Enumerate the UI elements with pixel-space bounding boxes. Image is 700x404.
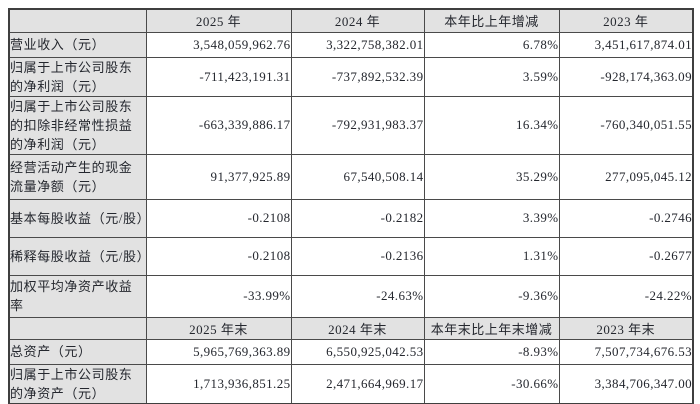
cell-value: -0.2746: [558, 198, 694, 238]
cell-value: -0.2182: [290, 198, 425, 238]
cell-value: 1.31%: [423, 236, 560, 276]
cell-value: 35.29%: [423, 153, 560, 200]
header-2024-end: 2024 年末: [290, 316, 425, 340]
cell-value: -0.2136: [290, 236, 425, 276]
cell-value: -711,423,191.31: [145, 56, 292, 97]
table-row-basic-eps: 基本每股收益（元/股） -0.2108 -0.2182 3.39% -0.274…: [8, 198, 694, 238]
table-row-revenue: 营业收入（元） 3,548,059,962.76 3,322,758,382.0…: [8, 31, 694, 58]
cell-value: -760,340,051.55: [558, 95, 694, 155]
table-row-net-assets: 归属于上市公司股东的净资产（元） 1,713,936,851.25 2,471,…: [8, 363, 694, 404]
cell-value: 2,471,664,969.17: [290, 363, 425, 404]
header-2023-end: 2023 年末: [558, 316, 694, 340]
table-header-row-period-end: 2025 年末 2024 年末 本年末比上年末增减 2023 年末: [8, 316, 694, 340]
cell-value: 6.78%: [423, 31, 560, 58]
cell-value: 5,965,769,363.89: [145, 338, 292, 365]
cell-value: -663,339,886.17: [145, 95, 292, 155]
cell-value: 67,540,508.14: [290, 153, 425, 200]
cell-value: -928,174,363.09: [558, 56, 694, 97]
header-2025-end: 2025 年末: [145, 316, 292, 340]
cell-value: -24.63%: [290, 274, 425, 318]
cell-value: -30.66%: [423, 363, 560, 404]
row-label: 归属于上市公司股东的扣除非经常性损益的净利润（元）: [8, 95, 147, 155]
cell-value: -33.99%: [145, 274, 292, 318]
cell-value: -0.2108: [145, 236, 292, 276]
row-label: 经营活动产生的现金流量净额（元）: [8, 153, 147, 200]
row-label: 营业收入（元）: [8, 31, 147, 58]
table-row-net-profit-excl-nonrecurring: 归属于上市公司股东的扣除非经常性损益的净利润（元） -663,339,886.1…: [8, 95, 694, 155]
table-row-diluted-eps: 稀释每股收益（元/股） -0.2108 -0.2136 1.31% -0.267…: [8, 236, 694, 276]
cell-value: 3,548,059,962.76: [145, 31, 292, 58]
table-row-net-profit: 归属于上市公司股东的净利润（元） -711,423,191.31 -737,89…: [8, 56, 694, 97]
cell-value: 91,377,925.89: [145, 153, 292, 200]
header-yoy-change: 本年比上年增减: [423, 8, 560, 33]
header-2025: 2025 年: [145, 8, 292, 33]
header-period-end-change: 本年末比上年末增减: [423, 316, 560, 340]
header-blank-cell: [8, 8, 147, 33]
cell-value: -0.2677: [558, 236, 694, 276]
cell-value: 3,322,758,382.01: [290, 31, 425, 58]
row-label: 稀释每股收益（元/股）: [8, 236, 147, 276]
cell-value: 7,507,734,676.53: [558, 338, 694, 365]
cell-value: -8.93%: [423, 338, 560, 365]
row-label: 总资产（元）: [8, 338, 147, 365]
cell-value: -24.22%: [558, 274, 694, 318]
cell-value: 16.34%: [423, 95, 560, 155]
table-row-weighted-avg-roe: 加权平均净资产收益率 -33.99% -24.63% -9.36% -24.22…: [8, 274, 694, 318]
header-blank-cell: [8, 316, 147, 340]
row-label: 加权平均净资产收益率: [8, 274, 147, 318]
cell-value: -9.36%: [423, 274, 560, 318]
header-2023: 2023 年: [558, 8, 694, 33]
cell-value: 3.39%: [423, 198, 560, 238]
table-header-row-annual: 2025 年 2024 年 本年比上年增减 2023 年: [8, 8, 694, 33]
cell-value: 6,550,925,042.53: [290, 338, 425, 365]
cell-value: 277,095,045.12: [558, 153, 694, 200]
cell-value: 3.59%: [423, 56, 560, 97]
cell-value: 3,451,617,874.01: [558, 31, 694, 58]
row-label: 归属于上市公司股东的净利润（元）: [8, 56, 147, 97]
cell-value: -792,931,983.37: [290, 95, 425, 155]
cell-value: -737,892,532.39: [290, 56, 425, 97]
table-row-total-assets: 总资产（元） 5,965,769,363.89 6,550,925,042.53…: [8, 338, 694, 365]
table-row-operating-cash-flow: 经营活动产生的现金流量净额（元） 91,377,925.89 67,540,50…: [8, 153, 694, 200]
header-2024: 2024 年: [290, 8, 425, 33]
cell-value: -0.2108: [145, 198, 292, 238]
cell-value: 1,713,936,851.25: [145, 363, 292, 404]
row-label: 归属于上市公司股东的净资产（元）: [8, 363, 147, 404]
cell-value: 3,384,706,347.00: [558, 363, 694, 404]
financial-summary-table: 2025 年 2024 年 本年比上年增减 2023 年 营业收入（元） 3,5…: [8, 8, 694, 404]
row-label: 基本每股收益（元/股）: [8, 198, 147, 238]
